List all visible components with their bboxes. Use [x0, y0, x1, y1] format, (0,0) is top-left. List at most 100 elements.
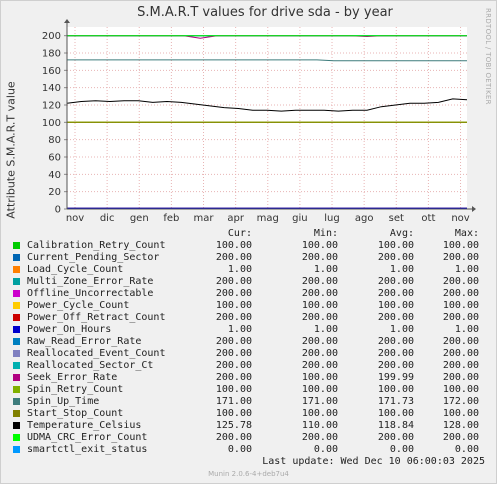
legend-swatch [13, 326, 20, 333]
legend-row: Power_Off_Retract_Count 200.00 200.00 200.0… [12, 312, 492, 324]
legend-swatch [13, 422, 20, 429]
legend-avg-value: 200.00 [377, 276, 414, 287]
legend-min-value: 100.00 [301, 384, 338, 395]
legend-avg-value: 118.84 [377, 420, 414, 431]
legend-cur-value: 1.00 [227, 324, 252, 335]
legend-series-name: Power_Cycle_Count [27, 300, 130, 311]
legend-min-value: 200.00 [301, 336, 338, 347]
legend-min-value: 200.00 [301, 252, 338, 263]
y-tick-label: 140 [42, 83, 61, 94]
x-axis-arrow [472, 206, 476, 212]
legend-min-value: 200.00 [301, 348, 338, 359]
legend-avg-value: 200.00 [377, 348, 414, 359]
legend-swatch [13, 302, 20, 309]
x-tick-label: lug [324, 213, 339, 224]
legend-cur-value: 125.78 [215, 420, 252, 431]
legend-avg-value: 1.00 [389, 264, 414, 275]
legend-avg-value: 100.00 [377, 384, 414, 395]
legend-series-name: Reallocated_Event_Count [27, 348, 166, 359]
legend-swatch [13, 398, 20, 405]
legend-swatch [13, 254, 20, 261]
legend-series-name: smartctl_exit_status [27, 444, 148, 455]
legend-max-value: 100.00 [442, 300, 479, 311]
legend-series-name: Load_Cycle_Count [27, 264, 124, 275]
legend-series-name: Power_On_Hours [27, 324, 112, 335]
legend-max-value: 200.00 [442, 288, 479, 299]
x-tick-label: ago [355, 213, 374, 224]
legend-header-cur: Cur: [227, 228, 252, 239]
legend-row: Spin_Retry_Count 100.00 100.00 100.00 100.00 [12, 384, 492, 396]
legend-series-name: Offline_Uncorrectable [27, 288, 154, 299]
legend-swatch [13, 266, 20, 273]
legend-swatch [13, 242, 20, 249]
legend-series-name: Spin_Up_Time [27, 396, 100, 407]
legend-avg-value: 200.00 [377, 432, 414, 443]
y-tick-label: 0 [55, 205, 61, 216]
y-tick-label: 180 [42, 49, 61, 60]
legend-cur-value: 200.00 [215, 312, 252, 323]
legend-min-value: 200.00 [301, 360, 338, 371]
legend-header-avg: Avg: [389, 228, 414, 239]
legend-min-value: 200.00 [301, 432, 338, 443]
legend-min-value: 1.00 [313, 324, 338, 335]
series-line [66, 98, 468, 112]
legend-series-name: Spin_Retry_Count [27, 384, 124, 395]
legend-swatch [13, 362, 20, 369]
y-tick-label: 200 [42, 31, 61, 42]
legend-min-value: 100.00 [301, 408, 338, 419]
legend-row: Start_Stop_Count 100.00 100.00 100.00 100.00 [12, 408, 492, 420]
legend-avg-value: 200.00 [377, 312, 414, 323]
legend-swatch [13, 434, 20, 441]
y-tick-label: 60 [48, 153, 61, 164]
x-tick-label: nov [451, 213, 469, 224]
legend-swatch [13, 314, 20, 321]
x-tick-label: set [389, 213, 404, 224]
legend-min-value: 110.00 [301, 420, 338, 431]
legend-avg-value: 100.00 [377, 300, 414, 311]
legend-max-value: 200.00 [442, 312, 479, 323]
legend-min-value: 200.00 [301, 288, 338, 299]
munin-version: Munin 2.0.6-4+deb7u4 [208, 470, 289, 478]
legend-swatch [13, 350, 20, 357]
legend-cur-value: 200.00 [215, 252, 252, 263]
legend-header-min: Min: [313, 228, 338, 239]
legend-cur-value: 200.00 [215, 348, 252, 359]
legend-cur-value: 200.00 [215, 432, 252, 443]
legend-max-value: 200.00 [442, 432, 479, 443]
legend-row: Offline_Uncorrectable 200.00 200.00 200.00 2… [12, 288, 492, 300]
x-tick-label: dic [100, 213, 115, 224]
legend-avg-value: 171.73 [377, 396, 414, 407]
series-line [67, 59, 467, 62]
legend-min-value: 100.00 [301, 240, 338, 251]
y-tick-label: 120 [42, 101, 61, 112]
legend-series-name: Raw_Read_Error_Rate [27, 336, 142, 347]
legend-max-value: 1.00 [454, 264, 479, 275]
x-tick-label: feb [163, 213, 179, 224]
legend-avg-value: 200.00 [377, 336, 414, 347]
legend-cur-value: 1.00 [227, 264, 252, 275]
legend-row: Reallocated_Sector_Ct 200.00 200.00 200.00 2… [12, 360, 492, 372]
y-tick-label: 20 [48, 187, 61, 198]
legend-min-value: 0.00 [313, 444, 338, 455]
legend-avg-value: 0.00 [389, 444, 414, 455]
legend-min-value: 200.00 [301, 276, 338, 287]
legend-cur-value: 200.00 [215, 360, 252, 371]
legend-cur-value: 200.00 [215, 372, 252, 383]
x-tick-label: apr [227, 213, 244, 224]
legend-series-name: Start_Stop_Count [27, 408, 124, 419]
y-tick-label: 80 [48, 135, 61, 146]
legend-row: Raw_Read_Error_Rate 200.00 200.00 200.00 200… [12, 336, 492, 348]
legend-max-value: 172.00 [442, 396, 479, 407]
legend-min-value: 171.00 [301, 396, 338, 407]
legend-series-name: UDMA_CRC_Error_Count [27, 432, 148, 443]
legend-series-name: Current_Pending_Sector [27, 252, 160, 263]
legend: Cur: Min: Avg: Max: Calibration_Retry_Co… [12, 228, 492, 456]
legend-max-value: 100.00 [442, 384, 479, 395]
x-tick-label: gen [130, 213, 149, 224]
legend-min-value: 1.00 [313, 264, 338, 275]
legend-series-name: Power_Off_Retract_Count [27, 312, 166, 323]
last-update: Last update: Wed Dec 10 06:00:03 2025 [262, 456, 485, 467]
legend-row: Multi_Zone_Error_Rate 200.00 200.00 200.00 2… [12, 276, 492, 288]
legend-max-value: 200.00 [442, 360, 479, 371]
legend-series-name: Temperature_Celsius [27, 420, 142, 431]
